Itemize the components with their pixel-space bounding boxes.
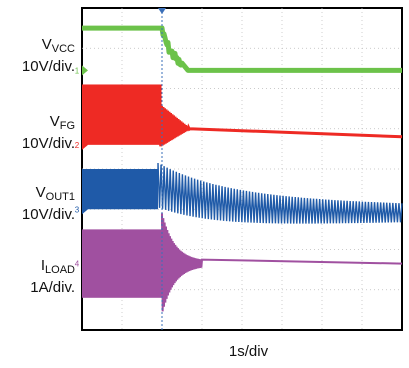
- channel-markers: 1 2 3 4: [75, 65, 88, 269]
- trace-iload-band: [82, 229, 162, 298]
- trace-iload-tail: [161, 213, 403, 312]
- channel-marker-number: 3: [75, 205, 80, 214]
- trace-vcc: [82, 25, 402, 73]
- trace-vout1-tail: [157, 162, 403, 224]
- trace-fg-tail: [158, 84, 403, 147]
- channel-label-fg: VFG 10V/div.: [21, 113, 75, 152]
- channel-marker: [82, 204, 88, 215]
- channel-marker-number: 2: [75, 141, 80, 150]
- trigger-cursor: [158, 8, 166, 330]
- channel-label-iload: ILOAD 1A/div.: [30, 257, 75, 296]
- trigger-marker: [158, 8, 166, 14]
- channel-marker: [82, 65, 88, 76]
- trace-fg-band: [82, 84, 160, 145]
- channel-marker-number: 1: [75, 66, 80, 75]
- channel-marker: [82, 139, 88, 150]
- channel-label-vout1: VOUT1 10V/div.: [21, 184, 75, 223]
- x-scale-label: 1s/div: [228, 343, 269, 360]
- channel-marker: [82, 258, 88, 269]
- traces: [82, 25, 403, 312]
- trace-vout1-band: [82, 169, 158, 210]
- channel-label-vcc: VVCC 10V/div.: [21, 36, 75, 75]
- channel-marker-number: 4: [75, 260, 80, 269]
